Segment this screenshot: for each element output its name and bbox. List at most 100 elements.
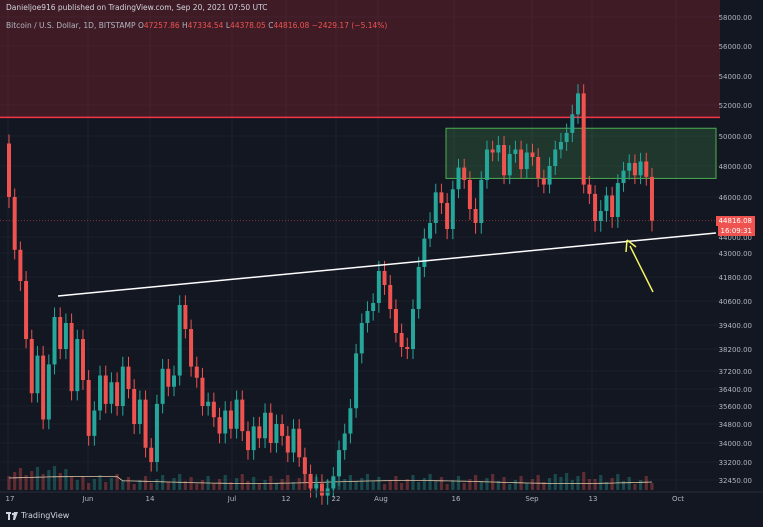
volume-bar <box>462 483 466 490</box>
candle-body <box>627 163 632 171</box>
volume-bar <box>274 483 279 490</box>
candle-body <box>257 426 262 439</box>
volume-bar <box>297 478 301 490</box>
volume-bar <box>280 479 284 490</box>
candle-body <box>376 271 381 303</box>
volume-bar <box>343 479 347 490</box>
x-tick-label: Oct <box>672 495 684 503</box>
candle-body <box>109 382 114 404</box>
volume-bar <box>81 476 85 490</box>
candle-body <box>319 483 324 496</box>
volume-bar <box>547 478 552 490</box>
volume-bar <box>64 469 68 490</box>
volume-bar <box>291 482 296 490</box>
volume-bar <box>638 480 643 490</box>
volume-bar <box>98 475 102 490</box>
y-tick-label: 50000.00 <box>719 133 752 141</box>
candle-body <box>393 309 398 333</box>
volume-bar <box>451 480 455 490</box>
candle-body <box>615 183 620 217</box>
candle-body <box>547 166 552 185</box>
x-tick-label: 12 <box>282 495 291 503</box>
volume-bar <box>633 484 637 490</box>
candle-body <box>217 417 222 434</box>
candle-body <box>331 476 336 489</box>
volume-bar <box>13 472 17 490</box>
candle-body <box>558 142 563 150</box>
volume-bar <box>508 484 512 490</box>
candle-body <box>484 149 489 180</box>
candle-body <box>137 399 142 424</box>
candle-body <box>245 431 250 451</box>
candle-body <box>524 152 529 170</box>
candle-body <box>80 339 85 380</box>
y-tick-label: 56000.00 <box>719 43 752 51</box>
open-value: 47257.86 <box>143 21 180 30</box>
resistance-zone <box>0 0 720 118</box>
candle-body <box>177 305 182 376</box>
candle-body <box>263 412 268 439</box>
high-value: 47334.54 <box>187 21 224 30</box>
y-tick-label: 34000.00 <box>719 440 752 448</box>
x-tick-label: 13 <box>589 495 598 503</box>
candle-body <box>536 157 541 179</box>
volume-bar <box>445 484 449 490</box>
x-tick-label: Aug <box>374 495 388 503</box>
candle-body <box>302 457 307 474</box>
candle-body <box>240 399 245 432</box>
candle-body <box>63 323 68 349</box>
candle-body <box>228 410 233 429</box>
candle-body <box>621 170 626 184</box>
candle-body <box>405 347 410 349</box>
candle-body <box>24 281 29 339</box>
candle-body <box>194 366 199 378</box>
candle-body <box>450 189 455 229</box>
volume-bar <box>570 480 574 490</box>
candle-body <box>433 192 438 223</box>
candle-body <box>610 195 615 217</box>
candle-body <box>234 399 239 429</box>
candle-body <box>593 193 598 221</box>
volume-bar <box>348 475 352 490</box>
candle-body <box>75 339 80 392</box>
tradingview-logo-icon <box>6 511 18 520</box>
volume-bar <box>382 484 387 490</box>
volume-bar <box>587 479 591 490</box>
volume-bar <box>377 477 381 490</box>
tradingview-brand[interactable]: TradingView <box>6 511 69 520</box>
candle-body <box>371 303 376 311</box>
volume-bar <box>30 471 34 490</box>
candle-body <box>513 149 518 154</box>
candle-body <box>120 366 125 406</box>
candle-body <box>92 410 97 436</box>
volume-bar <box>263 480 267 490</box>
candle-body <box>98 375 103 411</box>
candle-body <box>422 238 427 267</box>
volume-bar <box>530 479 535 490</box>
footer-bar <box>0 508 763 527</box>
y-tick-label: 43000.00 <box>719 250 752 258</box>
volume-bar <box>411 475 415 490</box>
candle-body <box>479 179 484 223</box>
volume-bar <box>553 474 557 490</box>
candle-body <box>29 339 34 394</box>
volume-bar <box>115 474 119 490</box>
candle-body <box>649 176 654 221</box>
volume-bar <box>337 483 341 490</box>
candle-body <box>274 424 279 443</box>
volume-bar <box>138 480 142 490</box>
candle-body <box>172 375 177 387</box>
candle-body <box>297 428 302 458</box>
candle-body <box>456 167 461 190</box>
volume-bar <box>195 484 199 490</box>
volume-bar <box>7 476 11 490</box>
candle-body <box>52 317 57 365</box>
volume-bar <box>217 479 222 490</box>
volume-bar <box>365 474 370 490</box>
candle-body <box>69 323 74 392</box>
y-tick-label: 33200.00 <box>719 459 752 467</box>
volume-bar <box>18 468 22 490</box>
candle-body <box>496 145 501 153</box>
candle-body <box>445 203 450 229</box>
candle-body <box>126 366 131 389</box>
